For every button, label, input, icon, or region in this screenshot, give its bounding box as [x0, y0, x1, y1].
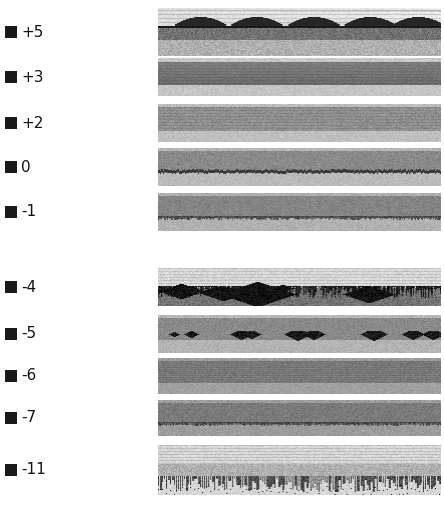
Bar	[5, 26, 17, 38]
Bar	[5, 464, 17, 476]
Bar	[5, 370, 17, 382]
Text: 0: 0	[21, 159, 31, 175]
Bar	[5, 206, 17, 218]
Text: -5: -5	[21, 326, 36, 342]
Text: +5: +5	[21, 24, 44, 40]
Bar	[5, 412, 17, 424]
Bar	[5, 117, 17, 129]
Bar	[5, 161, 17, 173]
Text: -6: -6	[21, 369, 36, 383]
Text: -7: -7	[21, 410, 36, 426]
Text: -4: -4	[21, 279, 36, 295]
Text: +3: +3	[21, 70, 44, 84]
Bar	[5, 281, 17, 293]
Text: +2: +2	[21, 116, 44, 130]
Text: -11: -11	[21, 463, 46, 477]
Bar	[5, 71, 17, 83]
Text: -1: -1	[21, 205, 36, 219]
Bar	[5, 328, 17, 340]
